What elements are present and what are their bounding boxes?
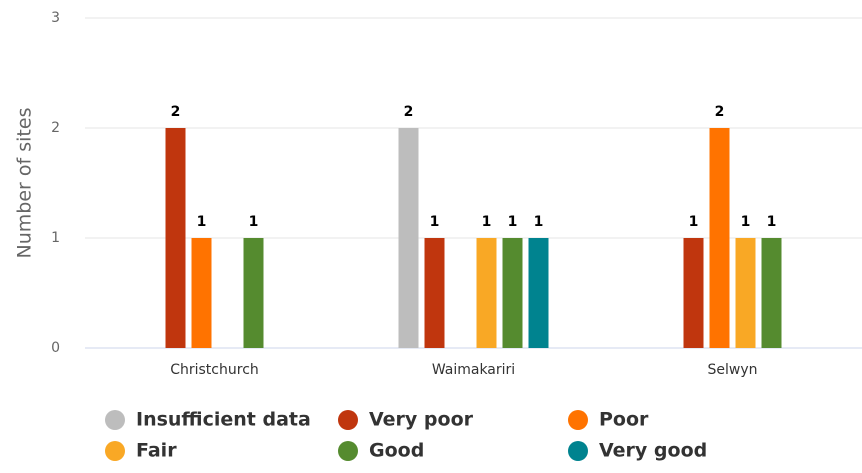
bar	[735, 238, 756, 348]
bar	[709, 128, 730, 348]
y-tick-label: 0	[51, 340, 60, 356]
data-label: 1	[508, 214, 518, 230]
legend-marker	[568, 410, 588, 430]
legend-marker	[568, 441, 588, 461]
data-label: 1	[689, 214, 699, 230]
data-label: 1	[197, 214, 207, 230]
legend-label: Very good	[599, 440, 707, 462]
bar	[476, 238, 497, 348]
x-tick-label: Waimakariri	[432, 362, 515, 378]
data-label: 1	[767, 214, 777, 230]
data-label: 1	[430, 214, 440, 230]
bar	[191, 238, 212, 348]
data-label: 2	[404, 104, 414, 120]
x-tick-label: Selwyn	[708, 362, 758, 378]
legend-label: Good	[369, 440, 424, 462]
bar	[398, 128, 419, 348]
data-label: 2	[171, 104, 181, 120]
legend-label: Insufficient data	[136, 409, 311, 431]
bar	[424, 238, 445, 348]
bar	[761, 238, 782, 348]
data-label: 1	[249, 214, 259, 230]
y-tick-label: 1	[51, 230, 60, 246]
data-label: 1	[741, 214, 751, 230]
bar	[502, 238, 523, 348]
legend-label: Very poor	[369, 409, 474, 431]
bar	[165, 128, 186, 348]
bar	[243, 238, 264, 348]
data-label: 1	[482, 214, 492, 230]
bar	[528, 238, 549, 348]
legend-label: Fair	[136, 440, 177, 462]
legend-marker	[338, 410, 358, 430]
bar	[683, 238, 704, 348]
data-label: 1	[534, 214, 544, 230]
legend-label: Poor	[599, 409, 649, 431]
y-axis-label: Number of sites	[14, 108, 36, 259]
y-tick-label: 3	[51, 10, 60, 26]
x-tick-label: Christchurch	[170, 362, 259, 378]
legend-marker	[105, 441, 125, 461]
data-label: 2	[715, 104, 725, 120]
legend-marker	[338, 441, 358, 461]
y-tick-label: 2	[51, 120, 60, 136]
legend-marker	[105, 410, 125, 430]
